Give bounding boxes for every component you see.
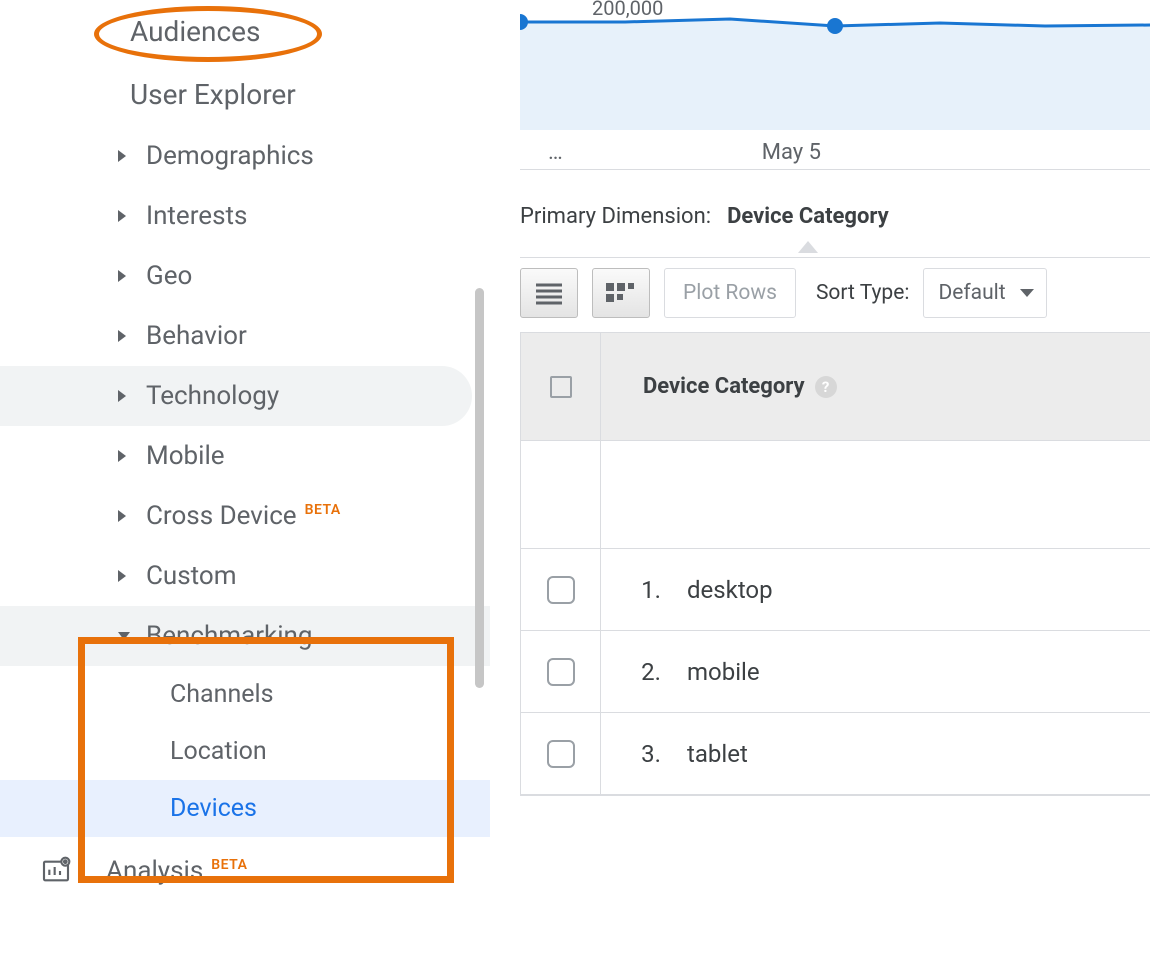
nav-label: User Explorer [130, 78, 296, 111]
table-toolbar: Plot Rows Sort Type: Default [520, 257, 1150, 318]
chevron-right-icon [118, 210, 126, 222]
primary-dimension-row: Primary Dimension: Device Category [520, 204, 1150, 229]
row-check-cell [521, 713, 601, 794]
nav-label: Technology [146, 381, 279, 411]
sort-type-select[interactable]: Default [923, 268, 1046, 318]
sidebar-item-geo[interactable]: Geo [0, 246, 490, 306]
table-row[interactable]: 3.tablet [521, 713, 1150, 795]
view-list-button[interactable] [520, 268, 578, 318]
chart-y-label: 200,000 [592, 0, 663, 20]
row-checkbox[interactable] [547, 576, 575, 604]
chart-x-axis: … May 5 [520, 134, 1150, 165]
x-tick: … [548, 140, 563, 165]
sidebar-item-custom[interactable]: Custom [0, 546, 490, 606]
row-value: desktop [661, 576, 773, 604]
row-value: tablet [661, 740, 748, 768]
plot-rows-button[interactable]: Plot Rows [664, 268, 796, 318]
nav-label: Mobile [146, 441, 225, 471]
chevron-right-icon [118, 150, 126, 162]
chevron-right-icon [118, 510, 126, 522]
sort-type-label: Sort Type: [816, 281, 910, 305]
chevron-right-icon [118, 570, 126, 582]
chevron-down-icon [118, 632, 130, 640]
sidebar-subitem-devices[interactable]: Devices [0, 780, 490, 837]
row-check-cell [521, 631, 601, 712]
header-check-cell [521, 333, 601, 440]
chevron-right-icon [118, 450, 126, 462]
sidebar-subitem-channels[interactable]: Channels [0, 666, 490, 723]
primary-dimension-value[interactable]: Device Category [727, 204, 889, 229]
sidebar-item-audiences[interactable]: Audiences [0, 0, 490, 63]
list-icon [534, 281, 564, 305]
sidebar-item-cross-device[interactable]: Cross DeviceBETA [0, 486, 490, 546]
table-summary-row [521, 441, 1150, 549]
help-icon[interactable]: ? [815, 376, 837, 398]
sidebar-item-demographics[interactable]: Demographics [0, 126, 490, 186]
row-value: mobile [661, 658, 760, 686]
table-row[interactable]: 1.desktop [521, 549, 1150, 631]
grid-icon [606, 281, 636, 305]
select-all-checkbox[interactable] [550, 376, 572, 398]
sub-label: Devices [170, 794, 257, 823]
nav-label: Geo [146, 261, 192, 291]
x-tick: May 5 [762, 140, 821, 165]
row-number: 2. [601, 658, 661, 686]
sidebar-item-user-explorer[interactable]: User Explorer [0, 63, 490, 126]
sidebar: Audiences User Explorer Demographics Int… [0, 0, 490, 960]
sub-label: Location [170, 737, 267, 766]
sidebar-subitem-location[interactable]: Location [0, 723, 490, 780]
sidebar-item-interests[interactable]: Interests [0, 186, 490, 246]
nav-label: AnalysisBETA [106, 856, 247, 886]
sidebar-item-benchmarking[interactable]: Benchmarking [0, 606, 490, 666]
nav-label: Interests [146, 201, 247, 231]
analysis-icon [40, 855, 72, 887]
chevron-right-icon [118, 270, 126, 282]
view-grid-button[interactable] [592, 268, 650, 318]
row-checkbox[interactable] [547, 740, 575, 768]
header-device-cell[interactable]: Device Category ? [601, 333, 1150, 440]
line-chart: 200,000 … May 5 [520, 0, 1150, 170]
table-row[interactable]: 2.mobile [521, 631, 1150, 713]
row-check-cell [521, 549, 601, 630]
beta-badge: BETA [211, 857, 247, 873]
nav-label: Demographics [146, 141, 314, 171]
primary-dimension-label: Primary Dimension: [520, 204, 711, 229]
row-checkbox[interactable] [547, 658, 575, 686]
scrollbar-thumb[interactable] [475, 288, 484, 688]
nav-label: Cross DeviceBETA [146, 501, 341, 531]
beta-badge: BETA [305, 502, 341, 518]
row-number: 1. [601, 576, 661, 604]
chevron-right-icon [118, 390, 126, 402]
sub-label: Channels [170, 680, 274, 709]
nav-label: Behavior [146, 321, 247, 351]
sidebar-item-analysis[interactable]: AnalysisBETA [0, 837, 490, 905]
chevron-right-icon [118, 330, 126, 342]
nav-label: Audiences [130, 15, 260, 48]
device-table: Device Category ? 1.desktop2.mobile3.tab… [520, 332, 1150, 796]
row-number: 3. [601, 740, 661, 768]
sidebar-item-behavior[interactable]: Behavior [0, 306, 490, 366]
nav-label: Benchmarking [146, 621, 313, 651]
main-content: 200,000 … May 5 Primary Dimension: Devic… [490, 0, 1150, 960]
nav-label: Custom [146, 561, 237, 591]
table-header: Device Category ? [521, 333, 1150, 441]
sidebar-item-technology[interactable]: Technology [0, 366, 472, 426]
sidebar-item-mobile[interactable]: Mobile [0, 426, 490, 486]
